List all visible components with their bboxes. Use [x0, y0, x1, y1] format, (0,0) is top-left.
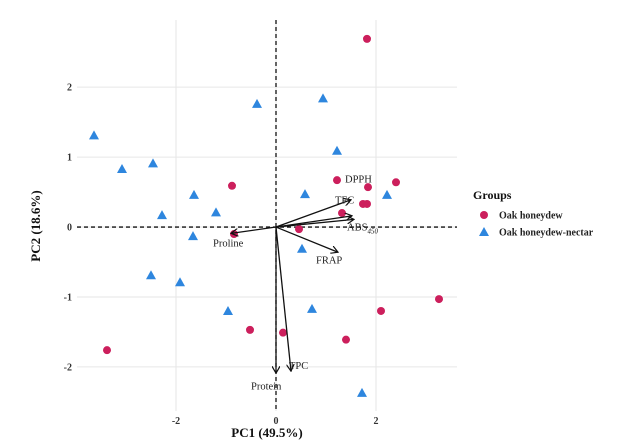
- point-oak-honeydew: [228, 181, 236, 190]
- x-tick-label: -2: [172, 416, 180, 427]
- point-oak-honeydew-nectar: [318, 93, 328, 103]
- point-oak-honeydew-nectar: [188, 231, 198, 241]
- point-oak-honeydew: [333, 176, 341, 185]
- point-oak-honeydew-nectar: [89, 130, 99, 140]
- data-points: [89, 34, 443, 397]
- point-oak-honeydew-nectar: [148, 158, 158, 168]
- point-oak-honeydew-nectar: [297, 243, 307, 253]
- point-oak-honeydew: [279, 328, 287, 337]
- point-oak-honeydew: [392, 178, 400, 187]
- point-oak-honeydew-nectar: [146, 270, 156, 280]
- point-oak-honeydew: [246, 325, 254, 334]
- y-axis-ticks: -2 -1 0 1 2: [64, 83, 72, 374]
- point-oak-honeydew: [364, 183, 372, 192]
- legend-title: Groups: [473, 188, 512, 202]
- point-oak-honeydew: [295, 225, 303, 234]
- point-oak-honeydew-nectar: [117, 163, 127, 173]
- loading-label-frap: FRAP: [316, 255, 342, 266]
- x-tick-label: 2: [374, 416, 379, 427]
- y-tick-label: -1: [64, 292, 72, 303]
- legend-entry-label: Oak honeydew: [499, 211, 563, 222]
- loading-arrow-frap: [275, 226, 338, 252]
- y-tick-label: 1: [67, 153, 72, 164]
- loading-label-protein: Protein: [251, 381, 282, 392]
- legend: Groups Oak honeydew Oak honeydew-nectar: [473, 188, 594, 239]
- point-oak-honeydew-nectar: [307, 303, 317, 313]
- loading-label-proline: Proline: [213, 239, 244, 250]
- point-oak-honeydew: [363, 34, 371, 43]
- point-oak-honeydew-nectar: [357, 387, 367, 397]
- point-oak-honeydew-nectar: [382, 189, 392, 199]
- legend-entry-label: Oak honeydew-nectar: [499, 228, 594, 239]
- point-oak-honeydew: [363, 199, 371, 208]
- point-oak-honeydew: [338, 209, 346, 218]
- legend-circle-icon: [480, 211, 488, 219]
- point-oak-honeydew: [377, 306, 385, 315]
- y-tick-label: 2: [67, 83, 72, 94]
- point-oak-honeydew-nectar: [211, 207, 221, 217]
- loading-label-tpc: TPC: [289, 361, 308, 372]
- point-oak-honeydew-nectar: [300, 189, 310, 199]
- point-oak-honeydew: [435, 295, 443, 304]
- loading-arrow-tpc: [275, 226, 291, 371]
- point-oak-honeydew-nectar: [252, 98, 262, 108]
- point-oak-honeydew-nectar: [332, 145, 342, 155]
- y-tick-label: -2: [64, 362, 72, 373]
- legend-triangle-icon: [479, 227, 489, 236]
- loading-label-tfc: TFC: [335, 195, 354, 206]
- point-oak-honeydew: [342, 335, 350, 344]
- x-tick-label: 0: [274, 416, 279, 427]
- y-tick-label: 0: [67, 223, 72, 234]
- point-oak-honeydew-nectar: [189, 189, 199, 199]
- x-axis-title: PC1 (49.5%): [231, 425, 303, 440]
- point-oak-honeydew-nectar: [175, 277, 185, 287]
- plot-panel: [77, 20, 457, 411]
- loading-arrow-abs450: [275, 219, 354, 228]
- y-axis-title: PC2 (18.6%): [28, 190, 43, 262]
- point-oak-honeydew-nectar: [157, 210, 167, 220]
- point-oak-honeydew: [230, 230, 238, 239]
- point-oak-honeydew: [103, 346, 111, 355]
- x-axis-ticks: -2 0 2: [172, 416, 379, 427]
- loading-arrow-proline: [231, 226, 277, 233]
- point-oak-honeydew-nectar: [223, 305, 233, 315]
- loading-arrow-dpph: [275, 200, 351, 228]
- loading-label-dpph: DPPH: [345, 174, 372, 185]
